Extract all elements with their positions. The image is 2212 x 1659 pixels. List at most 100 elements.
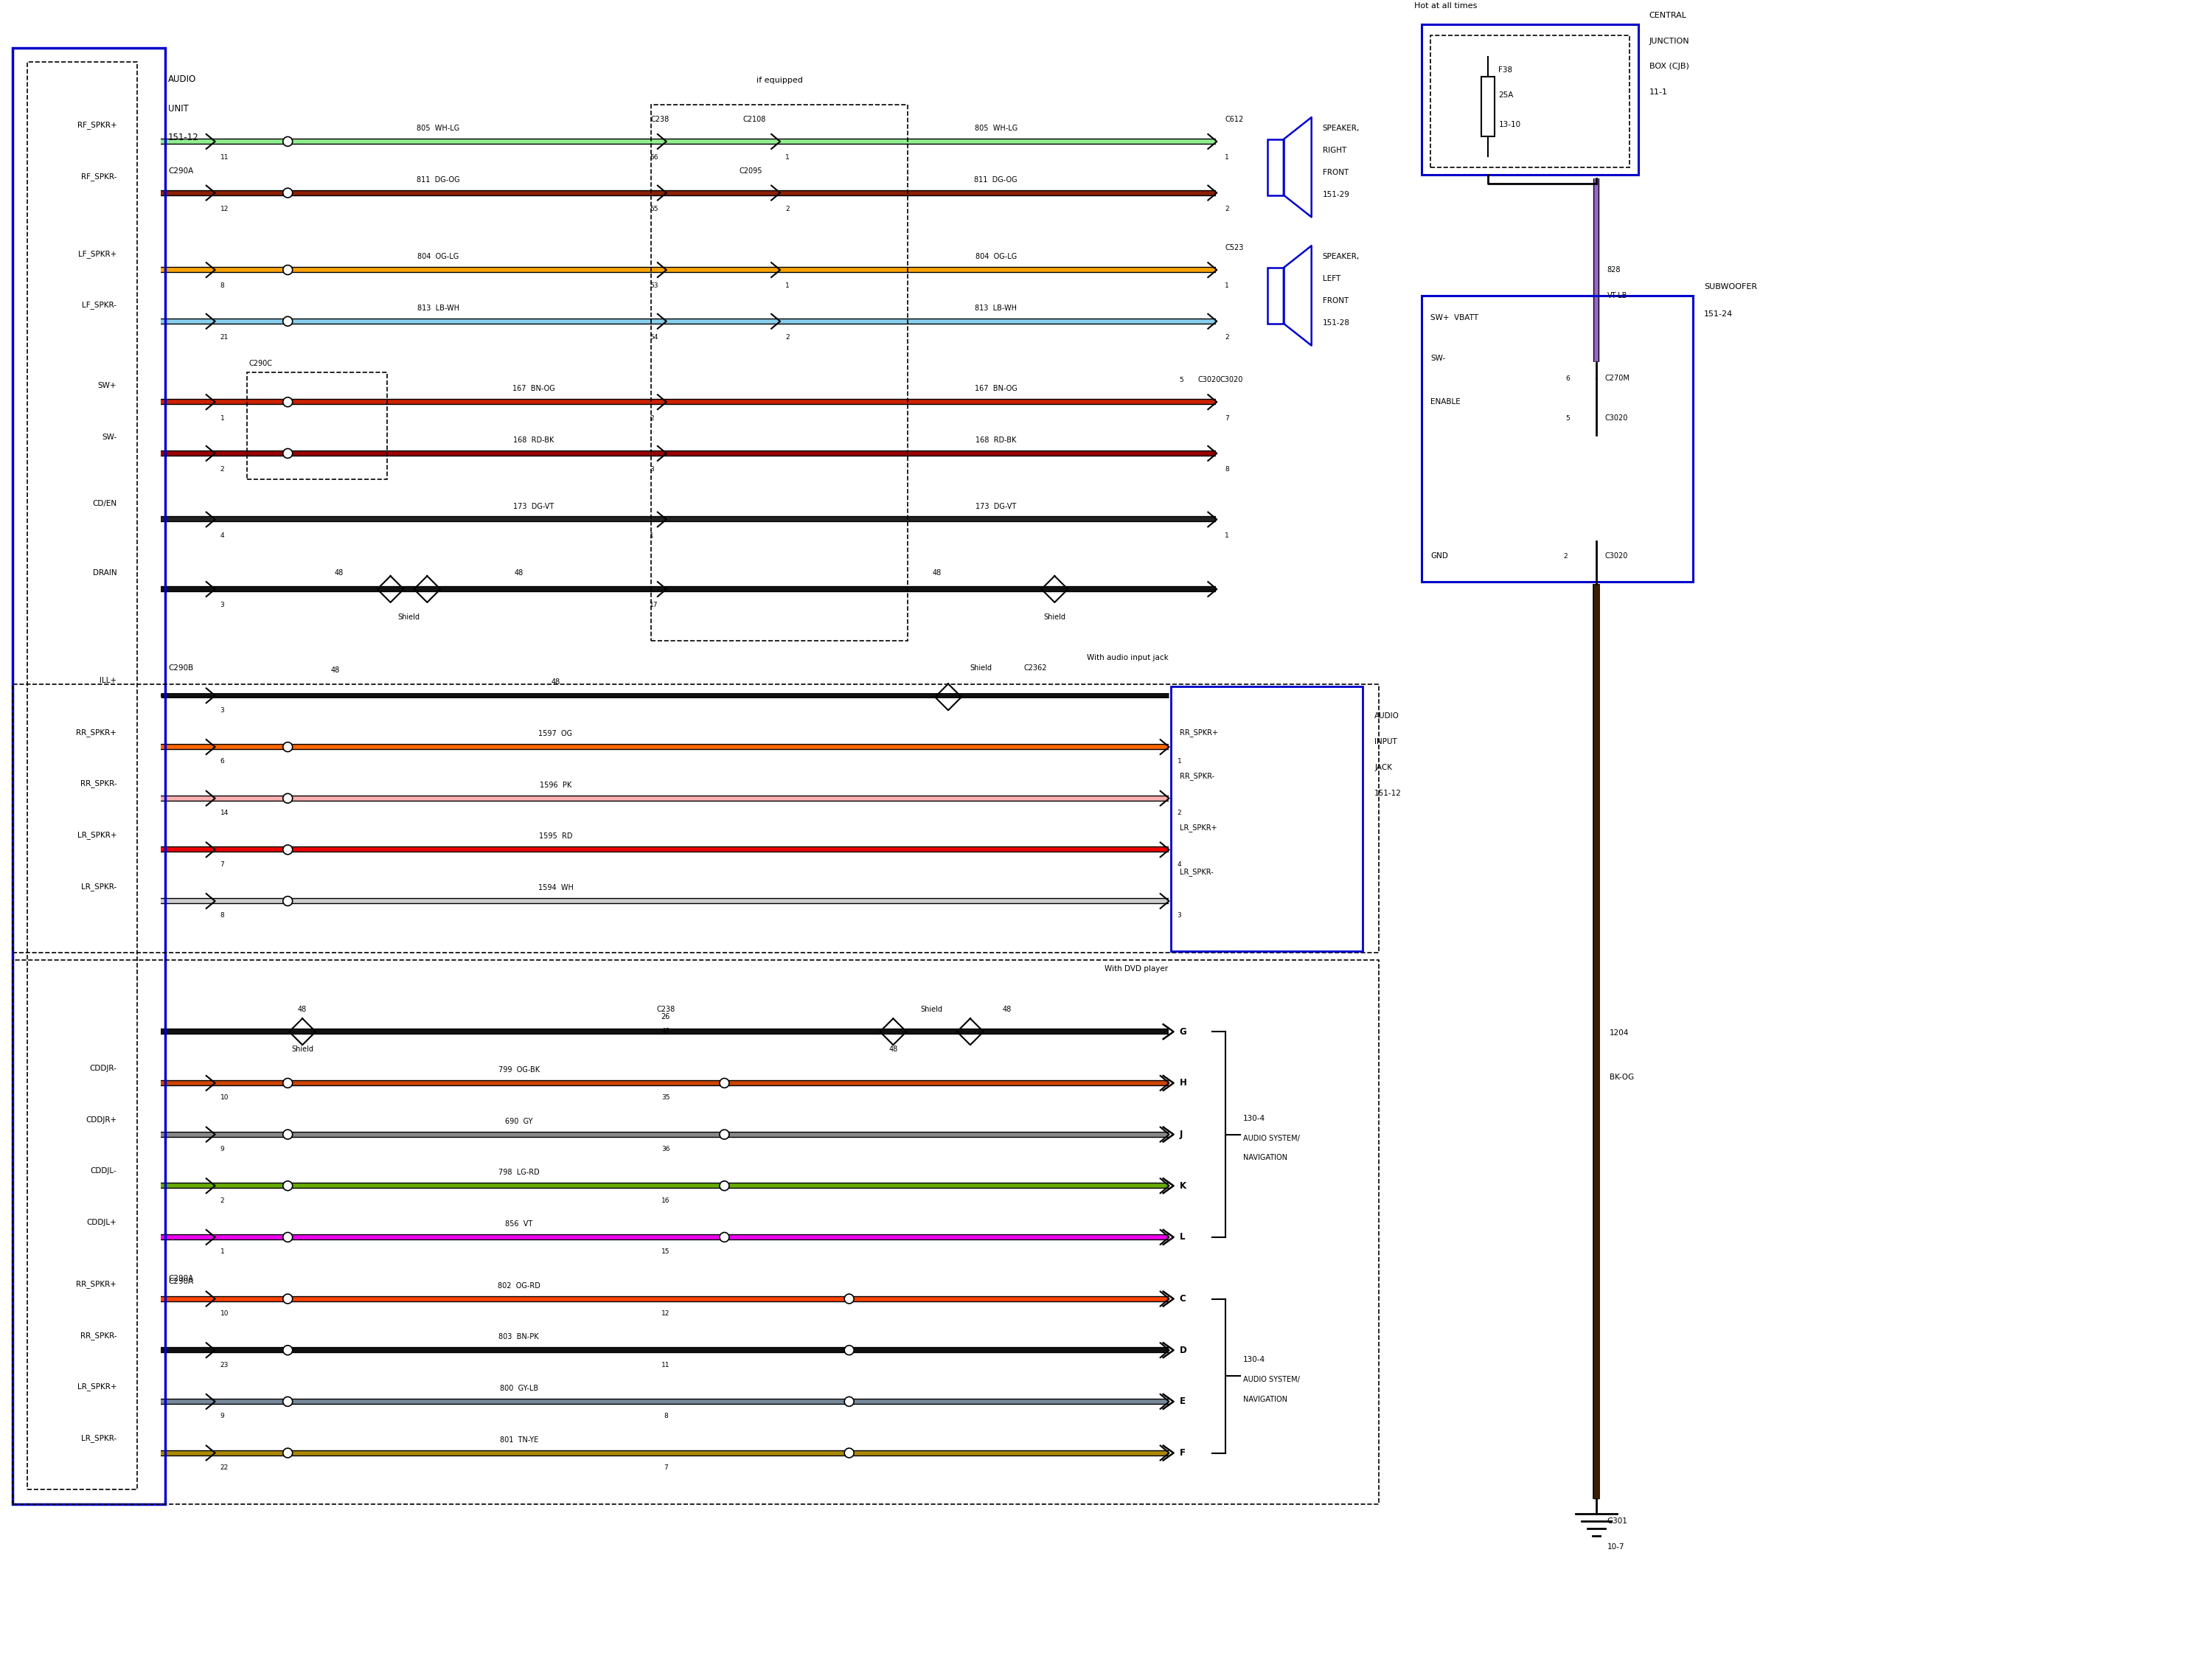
Text: RR_SPKR+: RR_SPKR+	[75, 728, 117, 737]
Text: BK-OG: BK-OG	[1610, 1073, 1635, 1082]
Text: 2: 2	[1564, 552, 1568, 559]
Text: 8: 8	[664, 1413, 668, 1420]
Bar	[1267, 139, 1283, 196]
Text: 1: 1	[221, 415, 223, 421]
Text: 2: 2	[1225, 206, 1230, 212]
Text: 10: 10	[221, 1095, 228, 1102]
Bar	[1422, 25, 1639, 174]
Text: Shield: Shield	[398, 614, 420, 620]
Circle shape	[845, 1448, 854, 1458]
Text: F: F	[1179, 1448, 1186, 1458]
Text: 690  GY: 690 GY	[504, 1118, 533, 1125]
Text: 11: 11	[221, 154, 228, 161]
Text: 811  DG-OG: 811 DG-OG	[973, 176, 1018, 184]
Text: CDDJL-: CDDJL-	[91, 1168, 117, 1175]
Text: LEFT: LEFT	[1323, 275, 1340, 282]
Circle shape	[283, 844, 292, 854]
Text: 48: 48	[661, 1029, 670, 1035]
Text: 8: 8	[221, 912, 223, 919]
Text: 168  RD-BK: 168 RD-BK	[513, 436, 553, 445]
Text: 12: 12	[661, 1311, 670, 1317]
Text: 5: 5	[1566, 415, 1571, 421]
Text: L: L	[1179, 1233, 1186, 1243]
Text: 130-4: 130-4	[1243, 1115, 1265, 1121]
Text: 2: 2	[1225, 333, 1230, 340]
Text: JUNCTION: JUNCTION	[1650, 36, 1690, 45]
Text: 130-4: 130-4	[1243, 1355, 1265, 1364]
Text: Shield: Shield	[920, 1005, 942, 1014]
Text: 1204: 1204	[1610, 1030, 1628, 1037]
Text: BOX (CJB): BOX (CJB)	[1650, 63, 1688, 70]
Text: LR_SPKR-: LR_SPKR-	[82, 1435, 117, 1442]
Text: 54: 54	[650, 333, 657, 340]
Text: 36: 36	[661, 1146, 670, 1153]
Text: 48: 48	[551, 679, 560, 687]
Text: 151-29: 151-29	[1323, 191, 1349, 197]
Text: LR_SPKR-: LR_SPKR-	[82, 883, 117, 891]
Text: C2095: C2095	[739, 168, 763, 174]
Text: C2108: C2108	[743, 116, 765, 123]
Text: With DVD player: With DVD player	[1104, 966, 1168, 972]
Text: SUBWOOFER: SUBWOOFER	[1703, 284, 1756, 290]
Text: 2: 2	[221, 1198, 223, 1204]
Text: NAVIGATION: NAVIGATION	[1243, 1155, 1287, 1161]
Text: 16: 16	[661, 1198, 670, 1204]
Text: CDDJR+: CDDJR+	[86, 1117, 117, 1123]
Text: 813  LB-WH: 813 LB-WH	[418, 304, 460, 312]
Text: RF_SPKR-: RF_SPKR-	[82, 173, 117, 181]
Text: 804  OG-LG: 804 OG-LG	[418, 254, 458, 260]
Text: 22: 22	[221, 1465, 228, 1472]
Text: 4: 4	[1177, 861, 1181, 868]
Text: 802  OG-RD: 802 OG-RD	[498, 1282, 540, 1289]
Text: SPEAKER,: SPEAKER,	[1323, 124, 1360, 133]
Text: 811  DG-OG: 811 DG-OG	[416, 176, 460, 184]
Text: 14: 14	[221, 810, 228, 816]
Text: 48: 48	[1002, 1005, 1011, 1014]
Bar	[650, 105, 907, 640]
Text: RF_SPKR+: RF_SPKR+	[77, 121, 117, 129]
Bar	[248, 373, 387, 479]
Text: AUDIO: AUDIO	[1374, 712, 1400, 720]
Bar	[1431, 35, 1630, 168]
Circle shape	[283, 397, 292, 406]
Text: 53: 53	[650, 282, 657, 289]
Text: SW+  VBATT: SW+ VBATT	[1431, 314, 1478, 322]
Bar	[1482, 76, 1495, 136]
Text: 1: 1	[1177, 758, 1181, 765]
Text: 9: 9	[221, 1413, 223, 1420]
Text: LR_SPKR+: LR_SPKR+	[1179, 823, 1217, 831]
Text: C290A: C290A	[168, 1274, 192, 1282]
Circle shape	[283, 1233, 292, 1243]
Text: 1: 1	[1225, 282, 1230, 289]
Text: RIGHT: RIGHT	[1323, 146, 1347, 154]
Text: 12: 12	[221, 206, 228, 212]
Text: 1: 1	[1225, 533, 1230, 539]
Text: 805  WH-LG: 805 WH-LG	[975, 124, 1018, 133]
Text: 48: 48	[334, 569, 343, 577]
Text: J: J	[1179, 1130, 1183, 1140]
Circle shape	[845, 1397, 854, 1407]
Text: C290A: C290A	[168, 1277, 192, 1284]
Text: LR_SPKR+: LR_SPKR+	[77, 831, 117, 839]
Text: 48: 48	[332, 667, 341, 674]
Text: 48: 48	[299, 1005, 307, 1014]
Text: RR_SPKR+: RR_SPKR+	[75, 1281, 117, 1287]
Text: 151-12: 151-12	[168, 133, 199, 143]
Text: SW-: SW-	[1431, 355, 1444, 362]
Circle shape	[283, 317, 292, 327]
Text: SPEAKER,: SPEAKER,	[1323, 254, 1360, 260]
Text: C3020: C3020	[1197, 377, 1221, 383]
Text: 2: 2	[1177, 810, 1181, 816]
Text: 11: 11	[661, 1362, 670, 1369]
Text: 26: 26	[661, 1014, 670, 1020]
Text: 48: 48	[889, 1045, 898, 1053]
Text: 35: 35	[661, 1095, 670, 1102]
Text: Hot at all times: Hot at all times	[1413, 2, 1478, 10]
Text: C2362: C2362	[1024, 664, 1046, 672]
Text: 3: 3	[221, 602, 223, 609]
Circle shape	[283, 1294, 292, 1304]
Text: 167  BN-OG: 167 BN-OG	[975, 385, 1018, 393]
Circle shape	[283, 1397, 292, 1407]
Text: F38: F38	[1498, 66, 1513, 75]
Text: 8: 8	[221, 282, 223, 289]
